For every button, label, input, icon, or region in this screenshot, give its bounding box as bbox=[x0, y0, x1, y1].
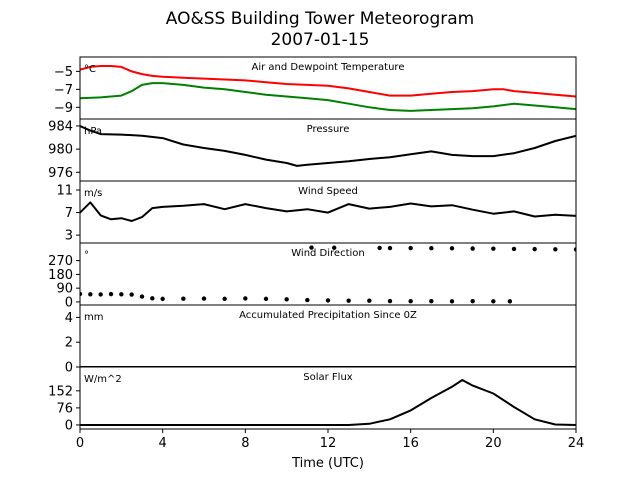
panel-temperature: −5 −7 −9 °C Air and Dewpoint Temperature bbox=[54, 56, 577, 120]
panel-title: Solar Flux bbox=[303, 372, 353, 383]
x-tick-label: 12 bbox=[320, 436, 337, 451]
data-point bbox=[80, 291, 83, 297]
data-point bbox=[108, 291, 114, 297]
y-tick-label: 976 bbox=[48, 166, 73, 181]
y-tick-label: 2 bbox=[65, 336, 73, 351]
panel-title: Pressure bbox=[307, 124, 350, 135]
data-point bbox=[429, 246, 434, 251]
y-tick-label: 152 bbox=[48, 384, 73, 399]
y-tick-label: 180 bbox=[48, 268, 73, 283]
data-point bbox=[387, 298, 393, 304]
panel-unit-label: °C bbox=[84, 64, 96, 75]
data-point bbox=[553, 247, 558, 252]
data-point bbox=[387, 245, 393, 251]
panel-unit-label: mm bbox=[84, 312, 103, 323]
data-point bbox=[449, 246, 455, 251]
data-point bbox=[263, 296, 269, 302]
data-point bbox=[470, 246, 475, 251]
data-point bbox=[139, 294, 145, 299]
data-point bbox=[98, 292, 103, 297]
y-tick-label: 4 bbox=[65, 311, 73, 326]
data-point bbox=[470, 298, 475, 304]
y-tick-label: 90 bbox=[56, 282, 73, 297]
panel-unit-label: m/s bbox=[84, 188, 102, 199]
y-tick-label: 0 bbox=[65, 418, 73, 433]
data-point bbox=[325, 298, 331, 303]
chart-title-line1: AO&SS Building Tower Meteorogram bbox=[166, 9, 474, 29]
series-line-0 bbox=[80, 65, 576, 98]
x-tick-label: 24 bbox=[568, 436, 585, 451]
y-tick-label: 3 bbox=[65, 229, 73, 244]
y-tick-label: 270 bbox=[48, 254, 73, 269]
x-tick-label: 0 bbox=[76, 436, 84, 451]
data-point bbox=[367, 298, 372, 303]
data-point bbox=[160, 296, 165, 302]
y-tick-label: 984 bbox=[48, 119, 73, 134]
data-point bbox=[201, 296, 207, 301]
panel-title: Wind Speed bbox=[298, 186, 358, 197]
y-tick-label: 0 bbox=[65, 361, 73, 376]
x-axis-label: Time (UTC) bbox=[291, 456, 364, 471]
data-point bbox=[408, 298, 413, 304]
data-point bbox=[88, 292, 93, 297]
data-point bbox=[346, 298, 351, 303]
y-tick-label: 11 bbox=[56, 184, 73, 199]
series-line-1 bbox=[80, 82, 576, 112]
data-point bbox=[429, 298, 434, 304]
series-line-0 bbox=[80, 379, 576, 426]
panel-solar_flux: 152 76 0 W/m^2 Solar Flux bbox=[48, 366, 577, 433]
panels-group: −5−7−9°C Air and Dewpoint Temperature9849… bbox=[48, 56, 577, 433]
y-tick-label: 7 bbox=[65, 206, 73, 221]
data-point bbox=[507, 299, 513, 304]
y-tick-label: −5 bbox=[54, 65, 73, 80]
data-point bbox=[243, 296, 248, 301]
data-point bbox=[129, 292, 134, 297]
series-line-0 bbox=[80, 201, 576, 222]
data-point bbox=[150, 296, 155, 301]
x-tick-label: 8 bbox=[241, 436, 249, 451]
x-axis: 0 4 8 12 16 20 24 bbox=[76, 429, 584, 451]
data-point bbox=[449, 299, 455, 304]
x-tick-label: 4 bbox=[159, 436, 167, 451]
panel-pressure: 984 980 976 hPa Pressure bbox=[48, 118, 577, 182]
x-tick-label: 20 bbox=[485, 436, 502, 451]
y-tick-label: 0 bbox=[65, 295, 73, 310]
data-point bbox=[309, 245, 314, 250]
data-point bbox=[181, 296, 186, 301]
data-point bbox=[332, 245, 337, 250]
panel-unit-label: hPa bbox=[84, 126, 102, 137]
panel-title: Air and Dewpoint Temperature bbox=[252, 62, 405, 73]
y-tick-label: −7 bbox=[54, 83, 73, 98]
y-tick-label: 980 bbox=[48, 143, 73, 158]
data-point bbox=[491, 246, 496, 251]
panel-title: Accumulated Precipitation Since 0Z bbox=[239, 310, 417, 321]
y-tick-label: −9 bbox=[54, 101, 73, 116]
data-point bbox=[408, 245, 413, 251]
data-point bbox=[573, 247, 576, 252]
data-point bbox=[532, 246, 537, 252]
data-point bbox=[119, 292, 124, 297]
y-tick-label: 76 bbox=[56, 401, 73, 416]
chart-title-line2: 2007-01-15 bbox=[271, 30, 370, 50]
data-point bbox=[222, 296, 227, 302]
data-point bbox=[284, 297, 289, 302]
series-line-0 bbox=[80, 125, 576, 167]
data-point bbox=[491, 299, 496, 304]
data-point bbox=[305, 297, 310, 303]
panel-unit-label: W/m^2 bbox=[84, 374, 122, 385]
panel-title: Wind Direction bbox=[291, 248, 365, 259]
x-tick-label: 16 bbox=[402, 436, 419, 451]
data-point bbox=[377, 245, 382, 251]
data-point bbox=[511, 246, 517, 252]
panel-unit-label: ° bbox=[84, 250, 89, 261]
